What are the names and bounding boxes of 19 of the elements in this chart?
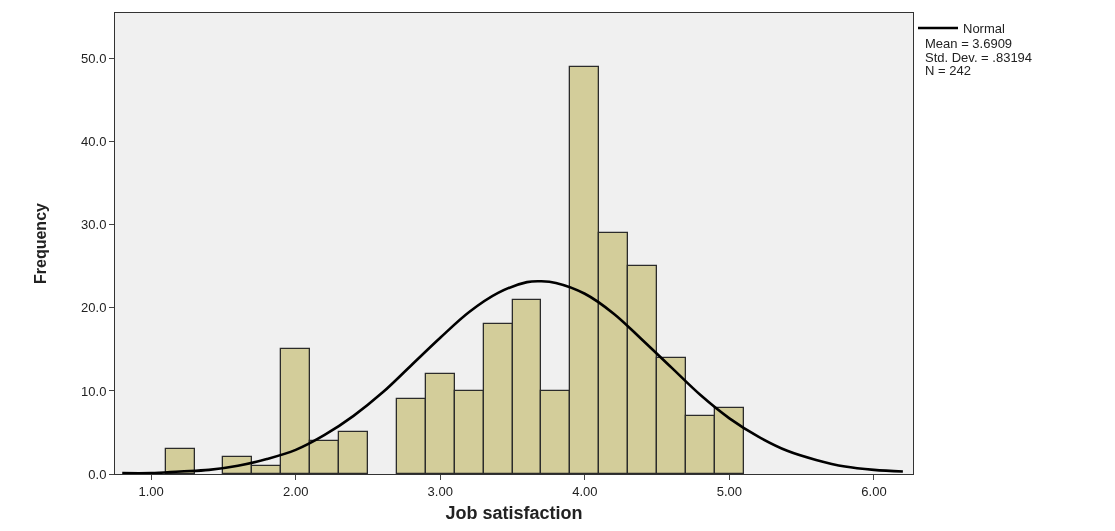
y-tick-label: 40.0 bbox=[81, 134, 107, 150]
y-tick-label: 10.0 bbox=[81, 383, 107, 399]
y-axis-title: Frequency bbox=[31, 202, 49, 284]
y-tick-label: 50.0 bbox=[81, 51, 107, 67]
x-tick-label: 5.00 bbox=[716, 483, 743, 499]
x-tick-label: 1.00 bbox=[138, 483, 164, 499]
y-tick-label: 20.0 bbox=[81, 300, 107, 316]
x-axis-title: Job satisfaction bbox=[445, 502, 583, 523]
y-tick-label: 0.0 bbox=[88, 466, 107, 482]
text: N = 242 bbox=[925, 63, 971, 78]
x-tick-label: 3.00 bbox=[427, 483, 453, 499]
x-tick-label: 4.00 bbox=[572, 483, 598, 499]
text: Mean = 3.6909 bbox=[925, 36, 1013, 51]
text: Std. Dev. = .83194 bbox=[925, 50, 1033, 65]
x-tick-label: 2.00 bbox=[283, 483, 309, 499]
x-tick-label: 6.00 bbox=[861, 483, 887, 499]
line-series bbox=[120, 279, 905, 474]
y-tick-label: 30.0 bbox=[81, 217, 107, 233]
legend-label: Normal bbox=[963, 21, 1006, 37]
